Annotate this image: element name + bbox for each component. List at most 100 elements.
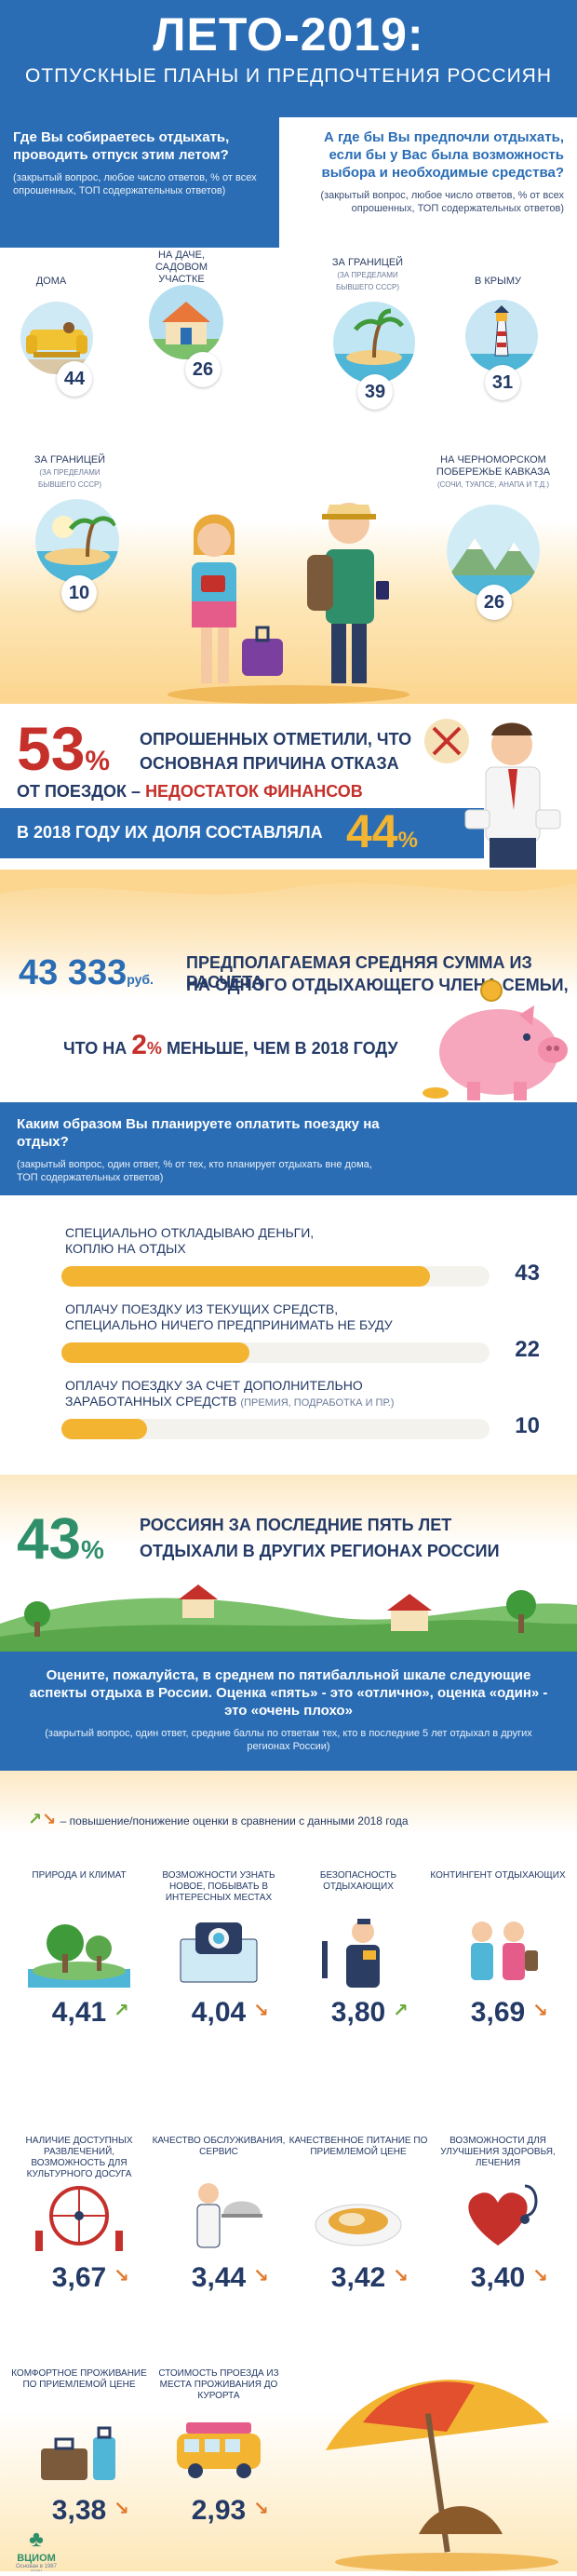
question-rate-note: (закрытый вопрос, один ответ, средние ба… (45, 1728, 532, 1752)
rating-icon (447, 2178, 549, 2258)
page-subtitle: ОТПУСКНЫЕ ПЛАНЫ И ПРЕДПОЧТЕНИЯ РОССИЯН (24, 65, 552, 87)
pay-item-label-2-text: КОПЛЮ НА ОТДЫХ (65, 1241, 186, 1256)
pref-caucasus-sub: (СОЧИ, ТУАПСЕ, АНАПА И Т.Д.) (437, 480, 549, 489)
pref-caucasus-title: НА ЧЕРНОМОРСКОМ ПОБЕРЕЖЬЕ КАВКАЗА (436, 454, 551, 478)
wave-divider (0, 870, 577, 895)
rating-value: 3,69 (470, 1997, 526, 2028)
page-title: ЛЕТО-2019: (153, 8, 424, 61)
pay-item-label-2-text: ЗАРАБОТАННЫХ СРЕДСТВ (65, 1394, 237, 1409)
beach-icon (35, 499, 119, 583)
trend-down-icon: ↘ (532, 2266, 548, 2286)
rating-value: 3,67 (51, 2262, 107, 2293)
pref-abroad-title: ЗА ГРАНИЦЕЙ (331, 257, 404, 268)
pay-item-label-2-text: СПЕЦИАЛЬНО НИЧЕГО ПРЕДПРИНИМАТЬ НЕ БУДУ (65, 1317, 393, 1332)
pref-caucasus-label: НА ЧЕРНОМОРСКОМ ПОБЕРЕЖЬЕ КАВКАЗА (СОЧИ,… (428, 454, 558, 491)
plan-dacha-label: НА ДАЧЕ, САДОВОМ УЧАСТКЕ (154, 250, 208, 285)
finance-text3: ОТ ПОЕЗДОК – НЕДОСТАТОК ФИНАНСОВ (17, 782, 363, 802)
pay-item-label: ОПЛАЧУ ПОЕЗДКУ ЗА СЧЕТ ДОПОЛНИТЕЛЬНО (65, 1378, 363, 1393)
rating-label: ПРИРОДА И КЛИМАТ (32, 1870, 127, 1881)
logo-subtext: Основан в 1987 году (16, 2564, 57, 2571)
finance-2018-value: 44 (346, 805, 398, 857)
piggy-bank-icon (423, 979, 568, 1100)
question-pay-title: Каким образом Вы планируете оплатить пое… (17, 1116, 380, 1150)
rating-icon (28, 2178, 130, 2258)
finance-2018-pct: 44% (346, 804, 418, 858)
legend: ↗↘ – повышение/понижение оценки в сравне… (28, 1810, 409, 1829)
rating-value: 4,41 (51, 1997, 107, 2028)
pref-crimea-value: 31 (485, 365, 520, 400)
rating-label: БЕЗОПАСНОСТЬ ОТДЫХАЮЩИХ (319, 1870, 397, 1892)
regions-text2: ОТДЫХАЛИ В ДРУГИХ РЕГИОНАХ РОССИИ (140, 1542, 500, 1560)
money-text3: ЧТО НА 2% МЕНЬШЕ, ЧЕМ В 2018 ГОДУ (63, 1030, 398, 1061)
finance-text3a: ОТ ПОЕЗДОК – (17, 782, 141, 801)
rating-value: 4,04 (191, 1997, 247, 2028)
rating-label: ВОЗМОЖНОСТИ ДЛЯ УЛУЧШЕНИЯ ЗДОРОВЬЯ, ЛЕЧЕ… (440, 2136, 556, 2168)
palm-island-icon (333, 302, 415, 384)
rating-value: 3,42 (330, 2262, 386, 2293)
pay-bar-track (61, 1342, 490, 1363)
rating-value: 3,40 (470, 2262, 526, 2293)
pay-item-label: СПЕЦИАЛЬНО ОТКЛАДЫВАЮ ДЕНЬГИ, (65, 1225, 315, 1240)
pay-item-label-2-note: (ПРЕМИЯ, ПОДРАБОТКА И ПР.) (240, 1397, 395, 1409)
rating-label: НАЛИЧИЕ ДОСТУПНЫХ РАЗВЛЕЧЕНИЙ, ВОЗМОЖНОС… (25, 2136, 133, 2179)
pay-item-label-2: ЗАРАБОТАННЫХ СРЕДСТВ (ПРЕМИЯ, ПОДРАБОТКА… (65, 1394, 394, 1411)
finance-text3b: НЕДОСТАТОК ФИНАНСОВ (145, 782, 363, 801)
pay-bar-track (61, 1266, 490, 1287)
pay-bar-track (61, 1419, 490, 1439)
money-text1: ПРЕДПОЛАГАЕМАЯ СРЕДНЯЯ СУММА ИЗ РАСЧЕТА (186, 953, 532, 991)
plan-abroad-sub: (ЗА ПРЕДЕЛАМИ БЫВШЕГО СССР) (38, 468, 101, 489)
empty-pockets-illustration (424, 719, 561, 868)
plan-abroad-title: ЗА ГРАНИЦЕЙ (34, 454, 106, 465)
pay-bar-fill (61, 1342, 250, 1363)
finance-reason: 53% ОПРОШЕННЫХ ОТМЕТИЛИ, ЧТО ОСНОВНАЯ ПР… (0, 704, 577, 870)
rating-icon (168, 2178, 270, 2258)
money-text3a: ЧТО НА (63, 1039, 127, 1058)
trend-down-icon: ↘ (253, 2001, 269, 2021)
pay-item-label-2: СПЕЦИАЛЬНО НИЧЕГО ПРЕДПРИНИМАТЬ НЕ БУДУ (65, 1317, 393, 1335)
finance-2018-band (0, 808, 484, 858)
ratings: ↗↘ – повышение/понижение оценки в сравне… (0, 1771, 577, 2571)
pay-item-label: ОПЛАЧУ ПОЕЗДКУ ИЗ ТЕКУЩИХ СРЕДСТВ, (65, 1301, 339, 1316)
pay-bar-value: 10 (515, 1413, 540, 1438)
rating-label: КОНТИНГЕНТ ОТДЫХАЮЩИХ (430, 1870, 566, 1881)
question-pay: Каким образом Вы планируете оплатить пое… (0, 1102, 577, 1195)
travelers-illustration (168, 503, 409, 704)
question-pref: А где бы Вы предпочли отдыхать, если бы … (279, 117, 577, 248)
plan-home-value: 44 (57, 361, 92, 397)
arrow-up-icon: ↗ (28, 1810, 43, 1828)
logo-tree-icon: ♣ (29, 2527, 44, 2552)
question-plan-note: (закрытый вопрос, любое число ответов, %… (13, 172, 257, 196)
trend-up-icon: ↗ (393, 2001, 409, 2021)
trend-down-icon: ↘ (114, 2266, 129, 2286)
rating-label: КАЧЕСТВО ОБСЛУЖИВАНИЯ, СЕРВИС (152, 2136, 286, 2157)
question-plan: Где Вы собираетесь отдыхать, проводить о… (0, 117, 279, 248)
pref-caucasus-value: 26 (476, 585, 512, 620)
finance-text4: В 2018 ГОДУ ИХ ДОЛЯ СОСТАВЛЯЛА (17, 823, 323, 842)
mountains-icon (447, 505, 540, 598)
regions-pct: 43% (17, 1506, 104, 1572)
trend-down-icon: ↘ (253, 2266, 269, 2286)
lighthouse-icon (465, 300, 538, 372)
rating-label: СТОИМОСТЬ ПРОЕЗДА ИЗ МЕСТА ПРОЖИВАНИЯ ДО… (158, 2368, 279, 2401)
plan-abroad-value: 10 (61, 575, 97, 611)
rating-value: 2,93 (191, 2495, 247, 2526)
rating-icon (447, 1913, 549, 1992)
plan-abroad-label: ЗА ГРАНИЦЕЙ (ЗА ПРЕДЕЛАМИ БЫВШЕГО СССР) (28, 454, 112, 491)
rating-label: КАЧЕСТВЕННОЕ ПИТАНИЕ ПО ПРИЕМЛЕМОЙ ЦЕНЕ (288, 2136, 428, 2157)
regions-pct-sign: % (80, 1535, 104, 1564)
logo: ♣ ВЦИОМ Основан в 1987 году (13, 2527, 60, 2571)
rating-value: 3,80 (330, 1997, 386, 2028)
rating-icon (28, 2411, 130, 2490)
trend-down-icon: ↘ (253, 2499, 269, 2519)
plan-dacha-value: 26 (185, 352, 221, 387)
question-pref-note: (закрытый вопрос, любое число ответов, %… (320, 190, 564, 214)
money-unit: руб. (127, 972, 154, 987)
regions-pct-value: 43 (17, 1507, 81, 1571)
money-text2: НА ОДНОГО ОТДЫХАЮЩЕГО ЧЛЕНА СЕМЬИ, (186, 976, 569, 994)
finance-text2: ОСНОВНАЯ ПРИЧИНА ОТКАЗА (140, 754, 399, 773)
rating-label: КОМФОРТНОЕ ПРОЖИВАНИЕ ПО ПРИЕМЛЕМОЙ ЦЕНЕ (11, 2368, 147, 2390)
rating-value: 3,44 (191, 2262, 247, 2293)
trend-down-icon: ↘ (114, 2499, 129, 2519)
trend-up-icon: ↗ (114, 2001, 129, 2021)
money-pct-sign: % (146, 1039, 162, 1058)
